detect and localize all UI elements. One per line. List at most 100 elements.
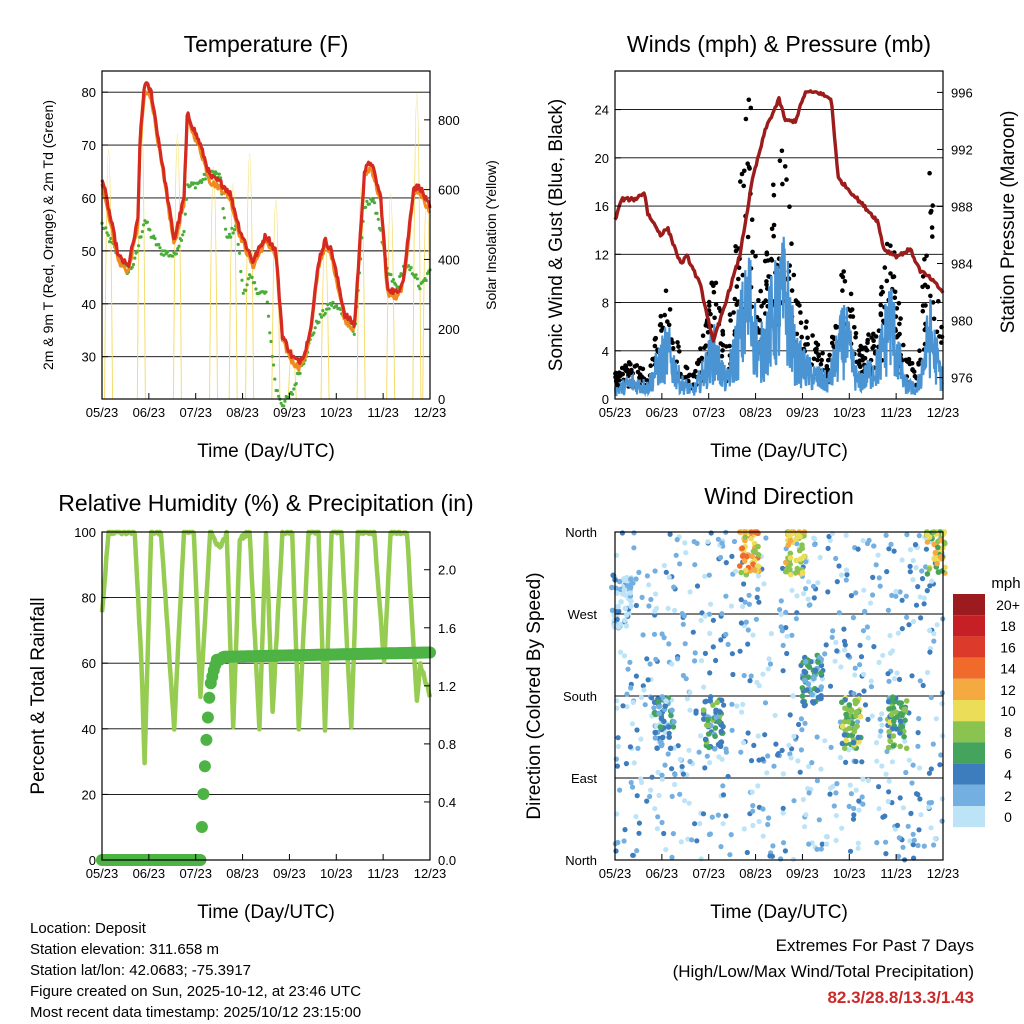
legend-swatch xyxy=(953,784,985,806)
dewpoint-point xyxy=(202,172,206,176)
gust-point xyxy=(928,293,933,299)
gust-point xyxy=(769,226,775,232)
gust-point xyxy=(771,192,777,198)
direction-point xyxy=(675,743,681,749)
direction-point xyxy=(770,843,776,849)
x-tick-label: 10/23 xyxy=(320,866,353,881)
direction-point xyxy=(659,741,665,748)
gust-point xyxy=(771,233,776,239)
dewpoint-point xyxy=(269,339,273,344)
direction-point xyxy=(817,554,823,561)
gust-point xyxy=(894,306,900,311)
direction-point xyxy=(924,539,931,545)
legend-label: 8 xyxy=(1004,724,1012,740)
dewpoint-point xyxy=(246,277,250,281)
direction-point xyxy=(782,848,789,854)
direction-point xyxy=(903,745,910,752)
y-tick-label: 30 xyxy=(82,350,96,365)
direction-point xyxy=(771,763,777,769)
x-tick-label: 10/23 xyxy=(833,866,866,881)
direction-point xyxy=(799,542,805,548)
direction-point xyxy=(842,647,848,653)
direction-point xyxy=(663,698,669,704)
direction-point xyxy=(691,539,697,545)
gust-point xyxy=(831,335,836,340)
gust-point xyxy=(791,272,797,278)
direction-point xyxy=(916,533,922,539)
direction-point xyxy=(741,558,748,564)
direction-point xyxy=(739,709,745,715)
x-tick-label: 12/23 xyxy=(927,405,960,420)
direction-point xyxy=(714,699,721,706)
direction-point xyxy=(734,703,740,709)
winds-xlabel: Time (Day/UTC) xyxy=(710,441,848,462)
direction-point xyxy=(628,576,634,583)
gust-point xyxy=(878,311,884,316)
gust-point xyxy=(727,343,732,349)
direction-point xyxy=(609,584,615,591)
direction-point xyxy=(845,652,851,658)
gust-point xyxy=(719,353,725,359)
gust-point xyxy=(727,312,733,317)
gust-point xyxy=(884,241,890,247)
direction-point xyxy=(663,569,669,575)
dewpoint-point xyxy=(171,254,175,258)
direction-point xyxy=(652,568,658,574)
direction-point xyxy=(750,548,757,555)
dewpoint-point xyxy=(414,273,418,277)
direction-point xyxy=(750,561,756,567)
dewpoint-point xyxy=(241,291,245,295)
direction-point xyxy=(810,674,817,680)
direction-point xyxy=(924,571,931,577)
direction-point xyxy=(634,727,640,733)
gust-point xyxy=(626,360,632,365)
direction-point xyxy=(921,843,927,849)
gust-point xyxy=(618,371,623,377)
direction-point xyxy=(853,787,859,793)
gust-point xyxy=(848,308,853,314)
gust-point xyxy=(713,280,719,286)
direction-point xyxy=(823,841,830,847)
direction-point xyxy=(741,581,747,587)
direction-point xyxy=(901,733,907,740)
gust-point xyxy=(789,288,795,293)
y-tick-label: 600 xyxy=(438,183,460,198)
direction-point xyxy=(814,734,820,740)
direction-point xyxy=(749,789,755,795)
direction-point xyxy=(674,656,681,662)
direction-point xyxy=(910,577,916,583)
y-tick-label: West xyxy=(568,607,598,622)
pressure-line xyxy=(613,89,945,343)
direction-point xyxy=(819,841,825,847)
winds-ylabel-left: Sonic Wind & Gust (Blue, Black) xyxy=(546,99,567,371)
direction-point xyxy=(772,712,778,719)
direction-point xyxy=(651,705,657,711)
gust-point xyxy=(658,313,664,319)
direction-point xyxy=(860,628,867,634)
direction-point xyxy=(866,537,872,544)
dewpoint-point xyxy=(181,233,185,237)
y-tick-label: 976 xyxy=(951,371,973,386)
direction-point xyxy=(615,839,621,846)
dewpoint-point xyxy=(215,172,219,176)
direction-point xyxy=(767,661,774,667)
direction-point xyxy=(669,661,675,667)
direction-point xyxy=(933,716,939,722)
dewpoint-point xyxy=(145,220,149,224)
direction-point xyxy=(897,718,904,724)
direction-point xyxy=(827,537,833,544)
direction-point xyxy=(641,687,647,693)
gust-point xyxy=(820,350,825,356)
direction-point xyxy=(666,734,672,740)
x-tick-label: 11/23 xyxy=(880,405,912,420)
y-tick-label: 0 xyxy=(438,392,445,407)
direction-point xyxy=(615,608,622,615)
direction-point xyxy=(777,607,783,613)
gust-point xyxy=(810,333,815,338)
direction-point xyxy=(737,648,743,654)
direction-point xyxy=(814,778,821,784)
direction-point xyxy=(801,668,808,675)
direction-point xyxy=(631,530,637,536)
direction-point xyxy=(719,756,725,762)
direction-point xyxy=(921,601,927,607)
